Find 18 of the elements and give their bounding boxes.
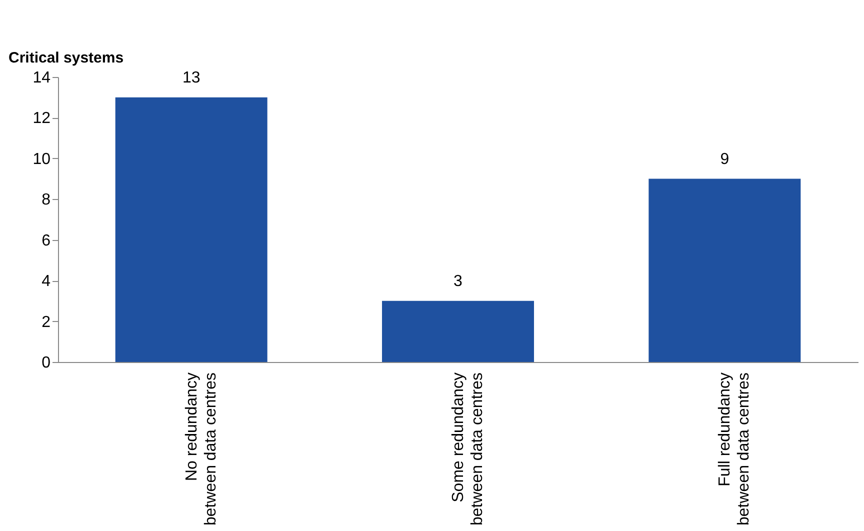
data-label: 13 — [182, 69, 200, 86]
x-tick-label: Full redundancy between data centres — [716, 372, 753, 526]
data-label: 9 — [720, 150, 730, 168]
y-tick-label: 12 — [32, 110, 51, 128]
y-tick-label: 4 — [42, 273, 51, 290]
y-tick-label: 10 — [32, 150, 51, 168]
data-label: 3 — [454, 272, 463, 290]
bar — [648, 178, 801, 362]
y-tick-label: 2 — [42, 314, 51, 331]
bar — [115, 97, 268, 362]
bar — [382, 300, 534, 362]
y-axis-title: Critical systems — [8, 50, 124, 66]
y-tick-label: 0 — [42, 354, 51, 372]
y-tick-label: 6 — [42, 232, 51, 250]
y-tick-label: 8 — [42, 192, 51, 209]
x-tick-label: Some redundancy between data centres — [450, 372, 486, 526]
y-tick-label: 14 — [32, 70, 51, 86]
x-tick-label: No redundancy between data centres — [183, 372, 220, 526]
